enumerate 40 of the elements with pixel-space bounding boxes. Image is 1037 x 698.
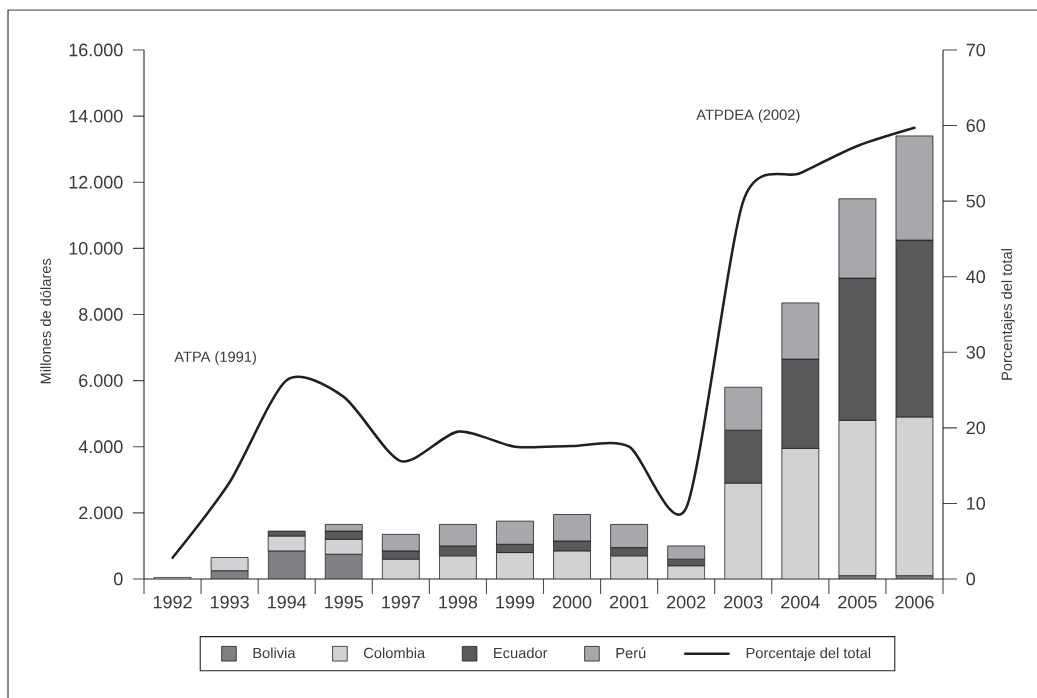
y2-tick-label: 30 <box>966 345 986 359</box>
legend-label: Porcentaje del total <box>746 647 871 662</box>
x-tick-label: 1997 <box>382 595 420 609</box>
y2-tick-label: 20 <box>966 421 986 435</box>
y2-tick-label: 40 <box>966 270 986 284</box>
x-tick-label: 2004 <box>781 595 820 609</box>
y-tick-label: 6.000 <box>79 374 123 387</box>
x-tick-label: 2006 <box>895 595 934 609</box>
x-tick-label: 1992 <box>153 595 192 609</box>
y-tick-label: 12.000 <box>69 175 123 189</box>
y-tick-label: 2.000 <box>79 506 123 520</box>
x-tick-label: 2001 <box>609 595 649 609</box>
y2-tick-label: 60 <box>966 119 986 132</box>
annotation: ATPA (1991) <box>174 351 256 365</box>
y-axis-title: Millones de dólares <box>40 258 51 384</box>
x-tick-label: 1999 <box>496 595 535 609</box>
x-tick-label: 1993 <box>210 595 249 609</box>
y2-tick-label: 0 <box>966 572 976 586</box>
y2-tick-label: 70 <box>966 43 986 57</box>
y-tick-label: 16.000 <box>69 43 123 57</box>
y2-axis-title: Porcentajes del total <box>1001 249 1015 380</box>
legend-label: Perú <box>616 647 646 659</box>
legend-label: Bolivia <box>253 647 296 659</box>
x-tick-label: 2002 <box>667 595 706 609</box>
y-tick-label: 10.000 <box>69 241 123 255</box>
legend-label: Colombia <box>364 647 426 659</box>
y2-tick-label: 10 <box>967 497 986 510</box>
x-tick-label: 2000 <box>552 595 592 609</box>
x-tick-label: 1995 <box>325 595 364 609</box>
annotation: ATPDEA (2002) <box>696 109 800 123</box>
x-tick-label: 1998 <box>439 595 478 609</box>
y-tick-label: 14.000 <box>69 109 123 123</box>
legend-label: Ecuador <box>494 647 548 659</box>
x-tick-label: 1994 <box>268 595 307 609</box>
y2-tick-label: 50 <box>966 194 986 208</box>
x-tick-label: 2005 <box>838 595 877 609</box>
y-tick-label: 4.000 <box>78 440 123 454</box>
y-tick-label: 8.000 <box>79 308 123 321</box>
y-tick-label: 0 <box>114 572 123 586</box>
x-tick-label: 2003 <box>724 595 763 609</box>
